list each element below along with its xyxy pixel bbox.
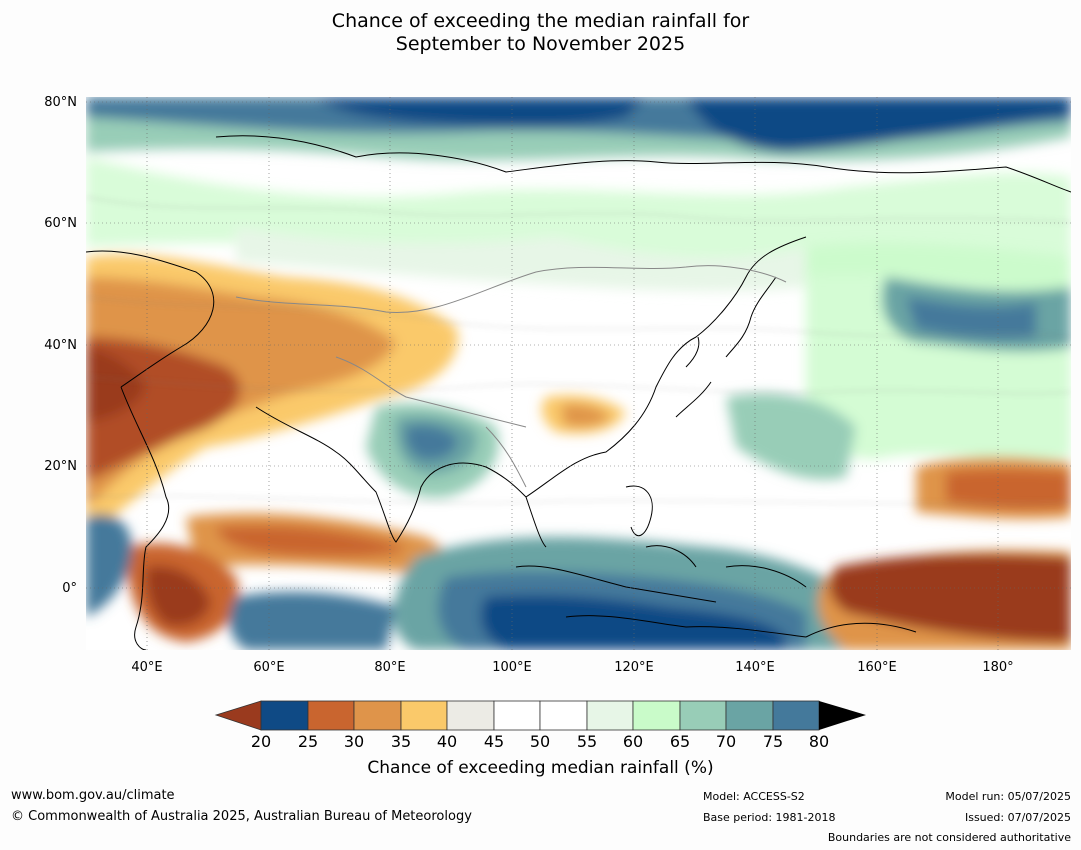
colorbar-segment — [586, 700, 634, 731]
colorbar-tick-70: 70 — [715, 732, 737, 751]
footer-copyright: © Commonwealth of Australia 2025, Austra… — [11, 809, 472, 824]
colorbar-over-arrow — [819, 701, 866, 730]
lat-label-40n: 40°N — [44, 338, 77, 353]
title-line-1: Chance of exceeding the median rainfall … — [331, 10, 750, 32]
colorbar — [214, 700, 866, 731]
footer-base-period: Base period: 1981-2018 — [703, 811, 836, 824]
colorbar-tick-50: 50 — [529, 732, 551, 751]
colorbar-segment — [400, 700, 448, 731]
colorbar-tick-75: 75 — [762, 732, 784, 751]
lon-label-120e: 120°E — [614, 660, 654, 675]
probability-fields — [86, 97, 1071, 650]
footer-url[interactable]: www.bom.gov.au/climate — [11, 788, 175, 803]
map-title: Chance of exceeding the median rainfall … — [0, 10, 1081, 56]
colorbar-tick-20: 20 — [250, 732, 272, 751]
colorbar-tick-60: 60 — [622, 732, 644, 751]
colorbar-tick-35: 35 — [390, 732, 412, 751]
colorbar-segment — [539, 700, 588, 731]
lat-label-60n: 60°N — [44, 216, 77, 231]
lon-label-160e: 160°E — [857, 660, 897, 675]
footer-issued: Issued: 07/07/2025 — [964, 811, 1071, 824]
lat-label-0: 0° — [62, 581, 77, 596]
colorbar-segment — [725, 700, 774, 731]
colorbar-tick-65: 65 — [669, 732, 691, 751]
lon-label-40e: 40°E — [131, 660, 163, 675]
footer-model-run: Model run: 05/07/2025 — [945, 790, 1071, 803]
title-line-2: September to November 2025 — [395, 33, 686, 55]
rainfall-probability-map — [86, 97, 1071, 650]
colorbar-segment — [307, 700, 355, 731]
colorbar-tick-40: 40 — [436, 732, 458, 751]
colorbar-label: Chance of exceeding median rainfall (%) — [367, 758, 714, 778]
lon-label-100e: 100°E — [492, 660, 532, 675]
graticule — [86, 97, 1071, 650]
colorbar-segment — [353, 700, 402, 731]
contour-texture — [86, 196, 1071, 504]
country-boundaries — [235, 265, 787, 488]
colorbar-segment — [679, 700, 727, 731]
colorbar-segment — [260, 700, 309, 731]
lat-label-20n: 20°N — [44, 459, 77, 474]
coastlines — [86, 135, 1071, 650]
colorbar-under-arrow — [214, 700, 262, 731]
colorbar-segment — [446, 700, 495, 731]
lat-label-80n: 80°N — [44, 95, 77, 110]
colorbar-segment — [772, 700, 820, 731]
colorbar-tick-45: 45 — [483, 732, 505, 751]
colorbar-tick-25: 25 — [297, 732, 319, 751]
footer-model: Model: ACCESS-S2 — [703, 790, 805, 803]
colorbar-tick-80: 80 — [808, 732, 830, 751]
footer-disclaimer: Boundaries are not considered authoritat… — [827, 831, 1071, 844]
colorbar-segment — [632, 700, 681, 731]
lon-label-180: 180° — [982, 660, 1014, 675]
lon-label-140e: 140°E — [735, 660, 775, 675]
colorbar-tick-30: 30 — [343, 732, 365, 751]
colorbar-tick-55: 55 — [576, 732, 598, 751]
lon-label-80e: 80°E — [374, 660, 406, 675]
colorbar-segment — [493, 700, 541, 731]
lon-label-60e: 60°E — [253, 660, 285, 675]
